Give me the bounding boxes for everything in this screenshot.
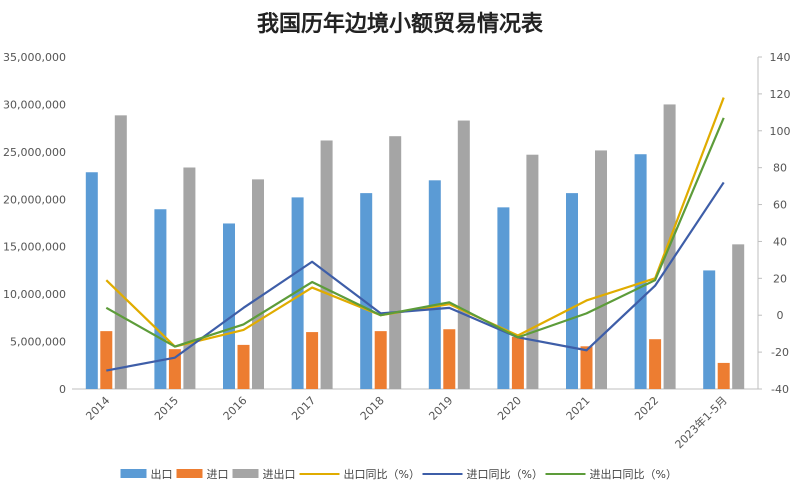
legend-label: 进口同比（%） [467, 468, 543, 481]
right-tick-label: 140 [770, 51, 791, 64]
bar-出口-2014 [85, 172, 98, 389]
x-tick-label: 2023年1-5月 [672, 393, 730, 451]
right-tick-label: 20 [773, 272, 787, 285]
x-tick-label: 2017 [289, 394, 318, 423]
legend-label: 出口 [151, 467, 173, 481]
bar-出口-2021 [566, 193, 578, 389]
bar-出口-2018 [360, 193, 373, 389]
right-tick-label: 120 [770, 88, 791, 101]
legend-swatch-出口 [120, 469, 147, 478]
bar-进出口-2015 [183, 167, 196, 389]
bar-进出口-2020 [526, 154, 539, 389]
bar-出口-2020 [497, 207, 510, 389]
left-tick-label: 35,000,000 [3, 51, 66, 64]
bar-进出口-2019 [457, 120, 470, 389]
bar-进口-2021 [580, 346, 593, 389]
left-tick-label: 10,000,000 [3, 288, 66, 301]
bar-进出口-2017 [320, 140, 333, 389]
bar-进出口-2021 [595, 150, 607, 389]
bar-出口-2019 [428, 180, 441, 389]
bar-进口-2020 [511, 336, 524, 389]
bar-出口-2017 [291, 197, 304, 389]
left-tick-label: 0 [59, 383, 66, 396]
legend-label: 进口 [207, 468, 229, 481]
left-tick-label: 25,000,000 [3, 146, 66, 159]
right-tick-label: 80 [773, 162, 787, 175]
bar-进口-2022 [649, 339, 662, 389]
bar-出口-2015 [154, 209, 167, 389]
x-tick-label: 2014 [83, 394, 112, 423]
legend-label: 进出口同比（%） [590, 467, 677, 481]
bar-进口-2016 [237, 344, 250, 389]
left-tick-label: 30,000,000 [3, 98, 66, 111]
left-tick-label: 15,000,000 [3, 241, 66, 254]
bar-进出口-2023年1-5月 [732, 244, 745, 389]
right-tick-label: 60 [773, 199, 787, 212]
right-tick-label: 0 [777, 309, 784, 322]
bar-进口-2023年1-5月 [717, 362, 730, 389]
right-tick-label: -40 [771, 383, 789, 396]
right-tick-label: -20 [771, 346, 789, 359]
bar-进出口-2014 [114, 115, 127, 389]
bar-进口-2014 [100, 331, 113, 389]
legend-swatch-进口 [176, 469, 203, 478]
x-tick-label: 2015 [152, 394, 181, 423]
right-tick-label: 100 [770, 125, 791, 138]
bar-进口-2019 [443, 329, 456, 389]
left-tick-label: 5,000,000 [10, 336, 66, 349]
x-tick-label: 2021 [564, 394, 593, 423]
bar-进出口-2018 [389, 136, 402, 389]
legend-label: 进出口 [263, 467, 296, 481]
x-tick-label: 2020 [495, 394, 524, 423]
right-tick-label: 40 [773, 235, 787, 248]
x-tick-label: 2018 [358, 394, 387, 423]
line-进口同比（%） [106, 181, 725, 372]
x-tick-label: 2019 [426, 394, 455, 423]
legend-swatch-进出口 [232, 469, 259, 478]
left-tick-label: 20,000,000 [3, 193, 66, 206]
line-进出口同比（%） [105, 117, 725, 348]
bar-进出口-2016 [252, 179, 264, 389]
bar-出口-2022 [634, 154, 647, 389]
bar-出口-2016 [223, 223, 235, 389]
bar-进口-2017 [306, 332, 319, 389]
bar-出口-2023年1-5月 [703, 270, 716, 389]
x-tick-label: 2022 [632, 394, 661, 423]
chart-title: 我国历年边境小额贸易情况表 [256, 11, 543, 37]
bar-进口-2018 [374, 331, 387, 389]
x-tick-label: 2016 [221, 394, 250, 423]
legend-label: 出口同比（%） [344, 467, 420, 481]
